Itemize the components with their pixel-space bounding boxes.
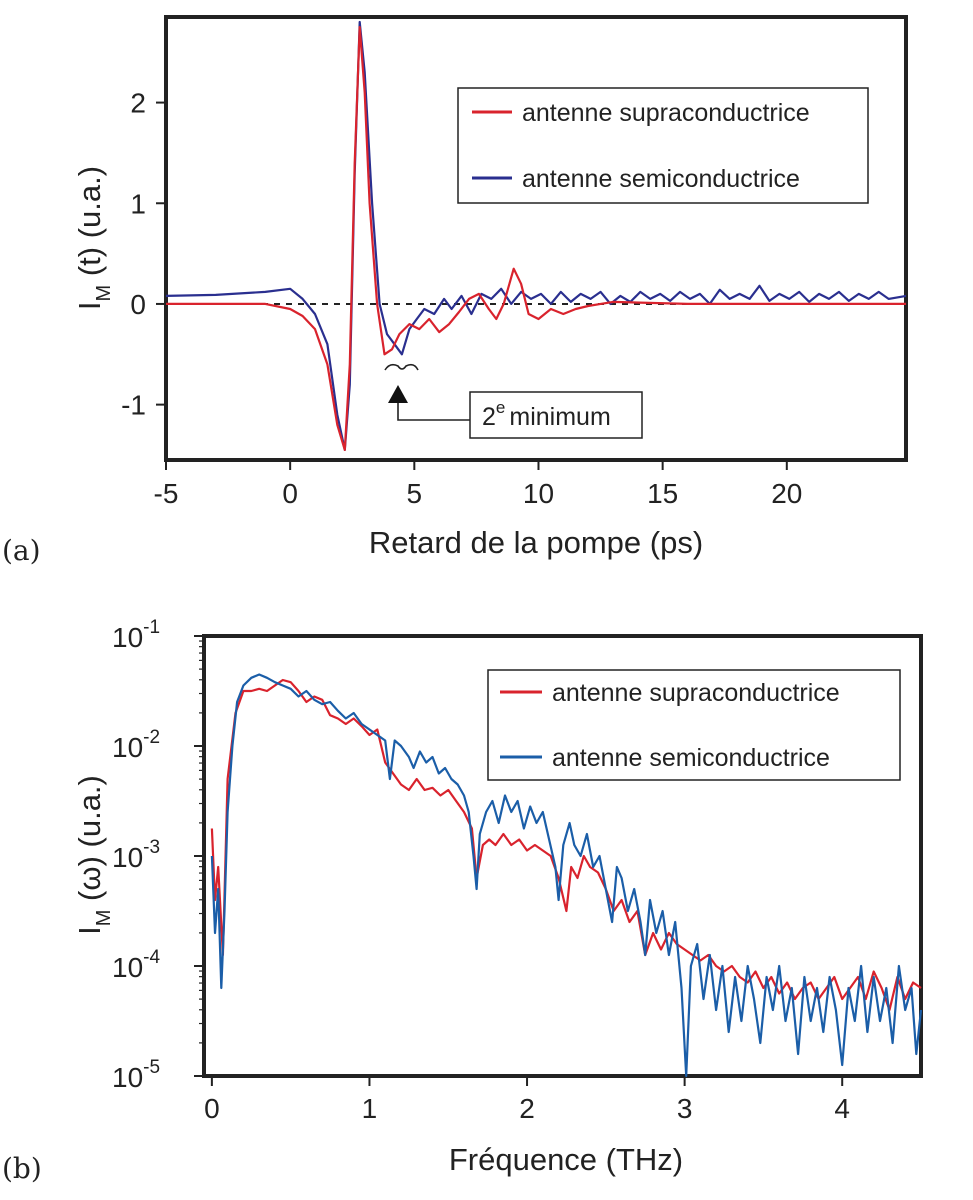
panel-a-label: (a) [2,534,41,567]
panel-a-y-tick-label: -1 [121,390,146,421]
panel-a-x-tick-label: 15 [647,478,678,509]
panel-a-y-tick-label: 0 [130,289,146,320]
panel-b-label: (b) [2,1152,42,1185]
panel-b-x-tick-label: 2 [519,1093,535,1124]
panel-b-y-axis-label: IM (ω) (u.a.) [72,775,115,935]
panel-b-x-tick-label: 3 [677,1093,693,1124]
panel-a-x-axis-label: Retard de la pompe (ps) [369,525,703,560]
panel-b: 0 1 2 3 4 10-1 10-2 10-3 10-4 10-5 antenne supra… [2,617,923,1185]
panel-a-legend-label-semi: antenne semiconductrice [522,165,800,193]
panel-b-y-tick-label: 10-2 [112,727,160,763]
panel-b-y-tick-label: 10-3 [112,837,160,873]
panel-a-y-tick-label: 2 [130,88,146,119]
panel-b-y-ticks: 10-1 10-2 10-3 10-4 10-5 [112,617,204,1093]
panel-b-x-tick-label: 0 [204,1093,220,1124]
panel-a-minimum-brace [384,363,419,371]
panel-a-annotation-text: 2e minimum [482,398,611,431]
panel-b-series-semiconductrice-line [210,673,923,1078]
panel-b-legend-label-supra: antenne supraconductrice [552,679,840,707]
panel-a-series [165,20,907,451]
panel-a-frame [164,15,908,462]
panel-b-x-tick-label: 4 [834,1093,850,1124]
panel-a-x-tick-label: 5 [407,478,423,509]
panel-a-x-ticks: -5 0 5 10 15 20 [154,460,802,509]
panel-a-annotation-arrow [397,403,470,421]
panel-a-x-tick-label: 20 [771,478,802,509]
panel-a-series-supraconductrice-line [166,26,906,451]
panel-b-series-supraconductrice-line [210,678,922,1012]
panel-a-y-tick-label: 1 [130,188,146,219]
panel-b-x-tick-label: 1 [362,1093,378,1124]
panel-b-x-ticks: 0 1 2 3 4 [204,1076,850,1124]
panel-b-series [210,673,923,1078]
panel-a-annotation-arrowhead [388,385,408,403]
panel-a-y-axis-label: IM (t) (u.a.) [72,166,115,310]
panel-a-x-tick-label: -5 [154,478,179,509]
panel-b-y-tick-label: 10-4 [112,947,160,983]
panel-a-y-ticks: -1 0 1 2 [121,88,166,421]
panel-b-y-tick-label: 10-5 [112,1057,160,1093]
panel-a-legend [457,87,869,204]
panel-a-legend-label-supra: antenne supraconductrice [522,99,810,127]
panel-a-x-tick-label: 10 [523,478,554,509]
panel-b-legend [487,669,901,781]
panel-b-y-tick-label: 10-1 [112,617,160,653]
panel-b-legend-label-semi: antenne semiconductrice [552,744,830,772]
panel-a: -5 0 5 10 15 20 -1 0 1 2 antenne supraconductric… [2,15,908,567]
panel-b-x-axis-label: Fréquence (THz) [449,1142,683,1177]
panel-a-annotation-box [469,391,643,439]
panel-a-series-semiconductrice-line [165,20,907,451]
panel-a-x-tick-label: 0 [282,478,298,509]
